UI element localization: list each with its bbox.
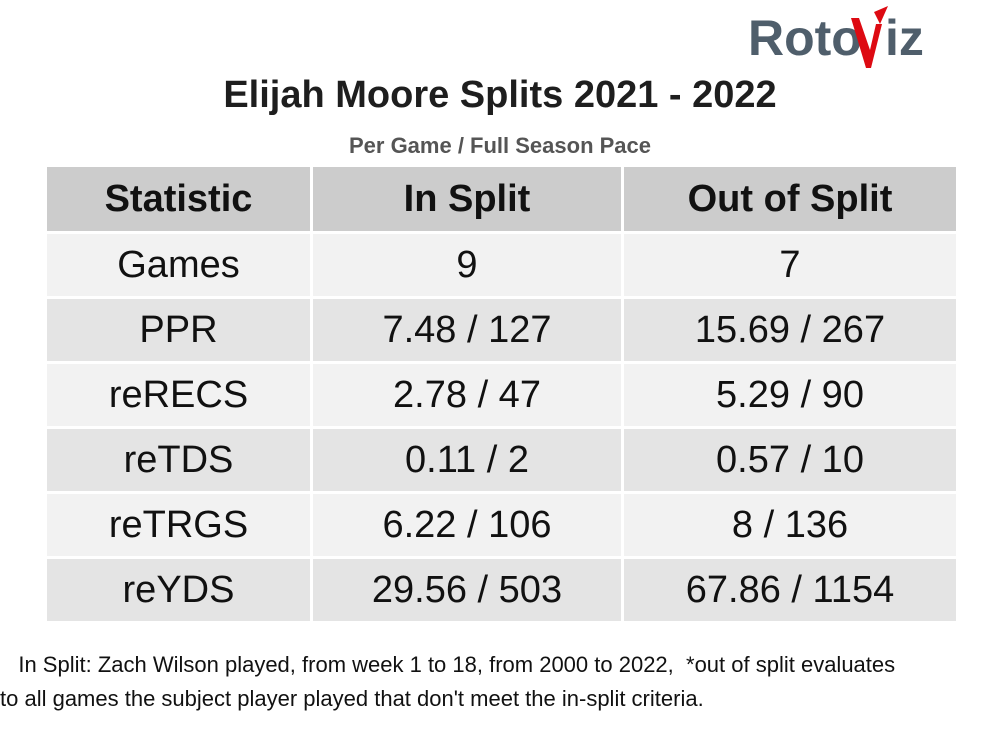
table-row: reRECS 2.78 / 47 5.29 / 90 [44,361,959,429]
table-row: reTRGS 6.22 / 106 8 / 136 [44,491,959,559]
table-row: PPR 7.48 / 127 15.69 / 267 [44,296,959,364]
cell-statistic: reYDS [44,556,313,624]
header-out-of-split: Out of Split [621,164,959,234]
header-statistic: Statistic [44,164,313,234]
cell-in-split: 29.56 / 503 [310,556,624,624]
cell-out-of-split: 67.86 / 1154 [621,556,959,624]
logo-text-left: Roto [748,10,862,66]
cell-out-of-split: 0.57 / 10 [621,426,959,494]
table-header-row: Statistic In Split Out of Split [44,164,959,234]
rotoviz-logo: Roto iz [748,4,958,70]
cell-statistic: reRECS [44,361,313,429]
cell-out-of-split: 8 / 136 [621,491,959,559]
cell-statistic: reTDS [44,426,313,494]
splits-table: Statistic In Split Out of Split Games 9 … [44,164,959,624]
footnote: In Split: Zach Wilson played, from week … [0,648,990,716]
header-in-split: In Split [310,164,624,234]
cell-in-split: 2.78 / 47 [310,361,624,429]
table-row: Games 9 7 [44,231,959,299]
cell-in-split: 7.48 / 127 [310,296,624,364]
cell-statistic: PPR [44,296,313,364]
cell-statistic: reTRGS [44,491,313,559]
cell-in-split: 9 [310,231,624,299]
rotoviz-logo-graphic: Roto iz [748,6,924,68]
table-row: reTDS 0.11 / 2 0.57 / 10 [44,426,959,494]
footnote-line-1: In Split: Zach Wilson played, from week … [0,652,896,677]
table-row: reYDS 29.56 / 503 67.86 / 1154 [44,556,959,624]
cell-statistic: Games [44,231,313,299]
chart-title: Elijah Moore Splits 2021 - 2022 [223,74,777,116]
logo-text-right: iz [885,10,924,66]
cell-in-split: 6.22 / 106 [310,491,624,559]
cell-out-of-split: 7 [621,231,959,299]
logo-v-bolt-icon [851,6,888,68]
cell-out-of-split: 15.69 / 267 [621,296,959,364]
cell-in-split: 0.11 / 2 [310,426,624,494]
chart-subtitle: Per Game / Full Season Pace [348,133,652,158]
cell-out-of-split: 5.29 / 90 [621,361,959,429]
footnote-line-2: to all games the subject player played t… [0,686,704,711]
